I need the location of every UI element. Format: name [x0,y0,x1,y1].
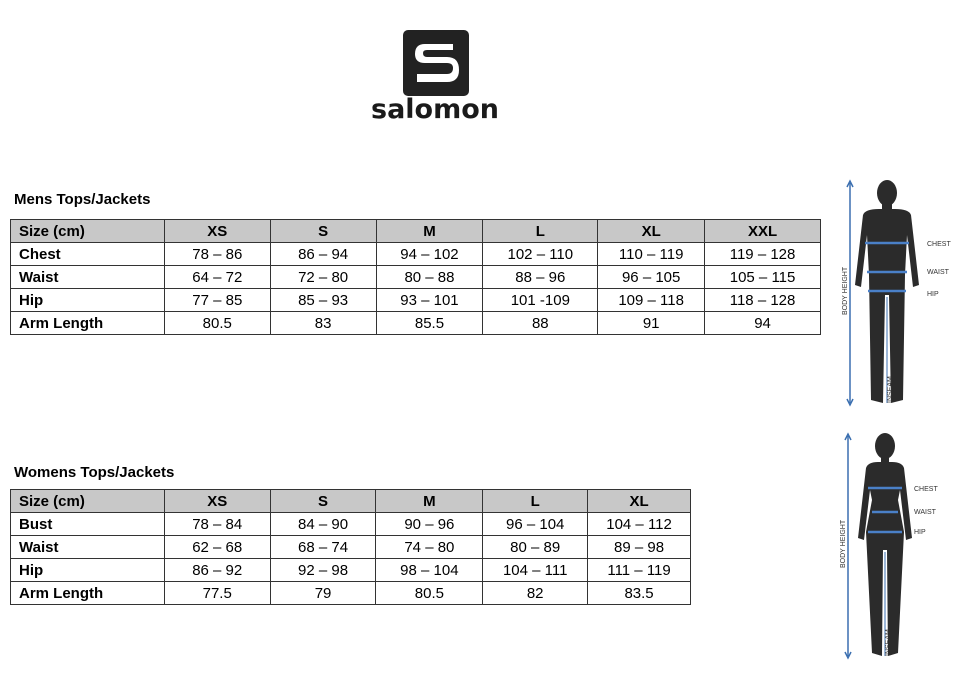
womens-title: Womens Tops/Jackets [14,464,175,481]
table-cell: 62 – 68 [163,535,271,559]
table-row: Arm Length 77.5 79 80.5 82 83.5 [10,581,691,605]
table-cell: 80 – 88 [375,265,484,289]
row-label: Chest [10,242,165,266]
row-label: Bust [10,512,165,536]
brand-name: salomon [371,94,499,125]
table-header-row: Size (cm) XS S M L XL XXL [10,219,821,243]
table-cell: 101 -109 [482,288,599,312]
table-row: Arm Length 80.5 83 85.5 88 91 94 [10,311,821,335]
male-chest-label: CHEST [927,241,951,248]
table-cell: 88 [482,311,599,335]
table-cell: 96 – 104 [482,512,589,536]
male-waist-label: WAIST [927,269,950,276]
row-label: Arm Length [10,581,165,605]
table-cell: 80.5 [375,581,484,605]
table-cell: 80 – 89 [482,535,589,559]
row-label: Waist [10,535,165,559]
female-body-measurement-figure: CHEST WAIST HIP BODY HEIGHT INSEAM [840,432,938,660]
table-cell: 109 – 118 [597,288,706,312]
table-cell: 118 – 128 [704,288,821,312]
column-header: Size (cm) [10,489,165,513]
table-cell: 92 – 98 [269,558,377,582]
female-chest-label: CHEST [914,486,938,493]
table-cell: 77 – 85 [163,288,271,312]
table-cell: 80.5 [163,311,271,335]
male-inseam-label: INSEAM [887,376,894,403]
table-cell: 98 – 104 [375,558,484,582]
female-height-label: BODY HEIGHT [840,519,847,568]
table-cell: 85.5 [375,311,484,335]
table-cell: 91 [597,311,706,335]
table-cell: 94 – 102 [375,242,484,266]
mens-size-table: Size (cm) XS S M L XL XXL Chest 78 – 86 86 – 94 94… [10,219,821,335]
female-waist-label: WAIST [914,509,937,516]
column-header: XS [163,219,271,243]
table-cell: 93 – 101 [375,288,484,312]
table-cell: 68 – 74 [269,535,377,559]
table-cell: 96 – 105 [597,265,706,289]
table-cell: 72 – 80 [269,265,377,289]
female-hip-label: HIP [914,529,926,536]
table-cell: 84 – 90 [269,512,377,536]
row-label: Arm Length [10,311,165,335]
row-label: Hip [10,288,165,312]
table-cell: 89 – 98 [587,535,691,559]
table-cell: 86 – 94 [269,242,377,266]
table-cell: 88 – 96 [482,265,599,289]
male-body-measurement-figure: CHEST WAIST HIP BODY HEIGHT INSEAM [842,179,951,407]
table-cell: 110 – 119 [597,242,706,266]
table-cell: 83.5 [587,581,691,605]
womens-size-table: Size (cm) XS S M L XL Bust 78 – 84 84 – 90 90 – 9… [10,489,691,605]
table-cell: 111 – 119 [587,558,691,582]
table-cell: 85 – 93 [269,288,377,312]
table-row: Hip 86 – 92 92 – 98 98 – 104 104 – 111 111 – … [10,558,691,582]
column-header: XL [597,219,706,243]
table-cell: 104 – 112 [587,512,691,536]
table-cell: 77.5 [163,581,271,605]
table-cell: 105 – 115 [704,265,821,289]
column-header: XS [163,489,271,513]
table-cell: 104 – 111 [482,558,589,582]
column-header: Size (cm) [10,219,165,243]
male-hip-label: HIP [927,291,939,298]
table-cell: 83 [269,311,377,335]
table-cell: 64 – 72 [163,265,271,289]
table-cell: 78 – 84 [163,512,271,536]
table-row: Hip 77 – 85 85 – 93 93 – 101 101 -109 109 – 1… [10,288,821,312]
table-row: Bust 78 – 84 84 – 90 90 – 96 96 – 104 104 – 1… [10,512,691,536]
table-cell: 119 – 128 [704,242,821,266]
table-row: Waist 64 – 72 72 – 80 80 – 88 88 – 96 96 – 10… [10,265,821,289]
table-cell: 82 [482,581,589,605]
column-header: L [482,489,589,513]
column-header: XXL [704,219,821,243]
table-cell: 94 [704,311,821,335]
salomon-logo-icon [403,30,469,96]
table-cell: 102 – 110 [482,242,599,266]
mens-title: Mens Tops/Jackets [14,191,151,208]
column-header: M [375,489,484,513]
column-header: M [375,219,484,243]
male-height-label: BODY HEIGHT [842,266,849,315]
table-row: Chest 78 – 86 86 – 94 94 – 102 102 – 110 110 … [10,242,821,266]
table-cell: 78 – 86 [163,242,271,266]
column-header: L [482,219,599,243]
table-row: Waist 62 – 68 68 – 74 74 – 80 80 – 89 89 – 98 [10,535,691,559]
table-cell: 86 – 92 [163,558,271,582]
column-header: S [269,489,377,513]
column-header: S [269,219,377,243]
column-header: XL [587,489,691,513]
female-inseam-label: INSEAM [885,629,892,656]
table-header-row: Size (cm) XS S M L XL [10,489,691,513]
row-label: Hip [10,558,165,582]
row-label: Waist [10,265,165,289]
table-cell: 90 – 96 [375,512,484,536]
table-cell: 79 [269,581,377,605]
table-cell: 74 – 80 [375,535,484,559]
